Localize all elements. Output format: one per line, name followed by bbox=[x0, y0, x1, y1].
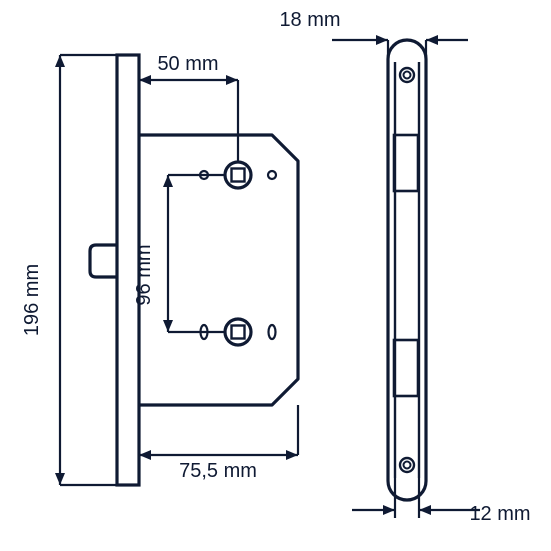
svg-text:75,5 mm: 75,5 mm bbox=[179, 460, 257, 482]
svg-text:96 mm: 96 mm bbox=[133, 244, 155, 305]
front-view bbox=[90, 55, 298, 485]
side-view bbox=[388, 40, 426, 500]
svg-text:18 mm: 18 mm bbox=[279, 9, 340, 31]
lock-diagram: 196 mm 50 mm 96 mm 75,5 mm 18 mm 12 mm bbox=[0, 0, 551, 551]
svg-text:12 mm: 12 mm bbox=[469, 503, 530, 525]
dimensions: 196 mm 50 mm 96 mm 75,5 mm 18 mm 12 mm bbox=[21, 9, 531, 525]
svg-text:50 mm: 50 mm bbox=[157, 53, 218, 75]
svg-text:196 mm: 196 mm bbox=[21, 264, 43, 336]
